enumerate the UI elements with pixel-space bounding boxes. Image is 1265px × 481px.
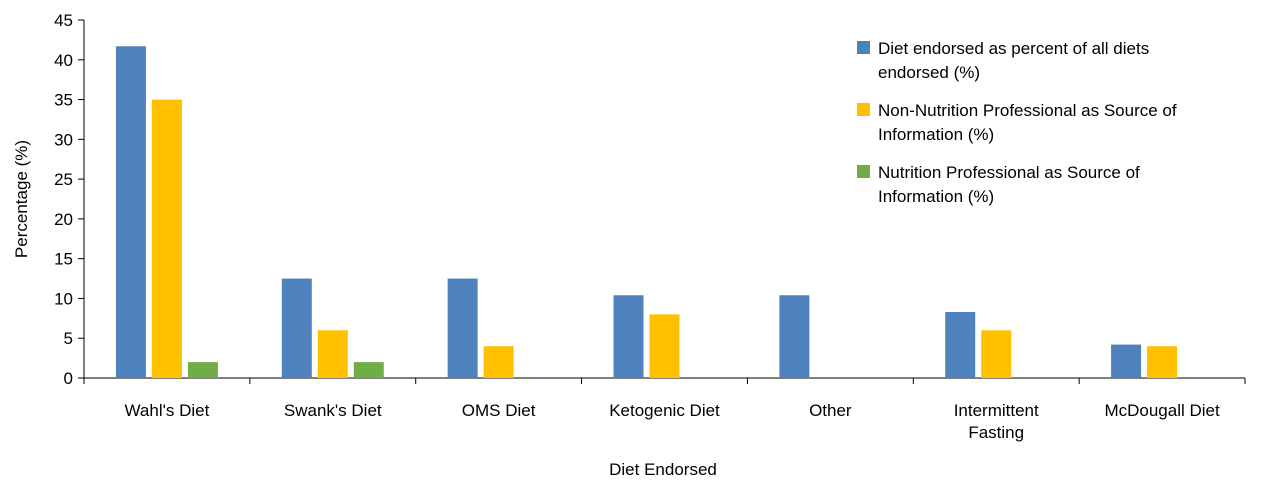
bar bbox=[187, 362, 218, 378]
legend-label: Diet endorsed as percent of all diets end… bbox=[878, 39, 1149, 82]
y-tick-label: 45 bbox=[54, 11, 73, 30]
bar bbox=[945, 311, 976, 378]
y-tick-label: 30 bbox=[54, 130, 73, 149]
bar bbox=[779, 295, 810, 378]
legend-label-line: Information (%) bbox=[878, 187, 994, 206]
bar bbox=[981, 330, 1012, 378]
legend-label-line: Non-Nutrition Professional as Source of bbox=[878, 101, 1177, 120]
bar bbox=[353, 362, 384, 378]
x-axis: Wahl's Diet Swank's Diet OMS Diet Ketogenic… bbox=[83, 377, 1246, 442]
x-tick-label-line: Ketogenic Diet bbox=[609, 401, 720, 420]
bar bbox=[281, 278, 312, 378]
legend-label-line: Diet endorsed as percent of all diets bbox=[878, 39, 1149, 58]
x-tick-label-line: Other bbox=[809, 401, 852, 420]
bar bbox=[613, 295, 644, 378]
y-axis-title: Percentage (%) bbox=[12, 140, 31, 258]
y-tick-label: 15 bbox=[54, 250, 73, 269]
y-tick-label: 5 bbox=[64, 329, 73, 348]
bar bbox=[447, 278, 478, 378]
bar bbox=[483, 346, 514, 378]
bars bbox=[115, 46, 1178, 379]
x-tick-label-line: McDougall Diet bbox=[1104, 401, 1220, 420]
x-tick-label: Intermittent Fasting bbox=[954, 401, 1039, 442]
legend-label-line: endorsed (%) bbox=[878, 63, 980, 82]
bar bbox=[115, 46, 146, 379]
legend: Diet endorsed as percent of all diets end… bbox=[857, 39, 1177, 206]
x-tick-label: OMS Diet bbox=[462, 401, 536, 420]
legend-label: Nutrition Professional as Source of Infor… bbox=[878, 163, 1140, 206]
x-axis-title: Diet Endorsed bbox=[609, 460, 717, 479]
bar bbox=[1111, 344, 1142, 378]
x-tick-label-line: Swank's Diet bbox=[284, 401, 382, 420]
bar bbox=[1147, 346, 1178, 378]
x-tick-label-line: Fasting bbox=[968, 423, 1024, 442]
y-tick-label: 40 bbox=[54, 51, 73, 70]
legend-swatch bbox=[857, 103, 870, 116]
y-tick-label: 20 bbox=[54, 210, 73, 229]
legend-label: Non-Nutrition Professional as Source of I… bbox=[878, 101, 1177, 144]
y-tick-label: 10 bbox=[54, 289, 73, 308]
y-tick-label: 35 bbox=[54, 91, 73, 110]
bar bbox=[317, 330, 348, 378]
y-tick-label: 25 bbox=[54, 170, 73, 189]
legend-swatch bbox=[857, 41, 870, 54]
x-tick-label: Swank's Diet bbox=[284, 401, 382, 420]
x-tick-label-line: Wahl's Diet bbox=[125, 401, 210, 420]
x-tick-label: Wahl's Diet bbox=[125, 401, 210, 420]
bar bbox=[151, 99, 182, 379]
x-tick-label-line: OMS Diet bbox=[462, 401, 536, 420]
x-tick-label: Ketogenic Diet bbox=[609, 401, 720, 420]
y-tick-label: 0 bbox=[64, 369, 73, 388]
y-axis: 0 5 10 15 20 25 30 35 40 45 bbox=[54, 11, 85, 388]
x-tick-label-line: Intermittent bbox=[954, 401, 1039, 420]
x-tick-label: McDougall Diet bbox=[1104, 401, 1220, 420]
legend-label-line: Information (%) bbox=[878, 125, 994, 144]
legend-swatch bbox=[857, 165, 870, 178]
legend-label-line: Nutrition Professional as Source of bbox=[878, 163, 1140, 182]
x-tick-label: Other bbox=[809, 401, 852, 420]
bar bbox=[649, 314, 680, 378]
